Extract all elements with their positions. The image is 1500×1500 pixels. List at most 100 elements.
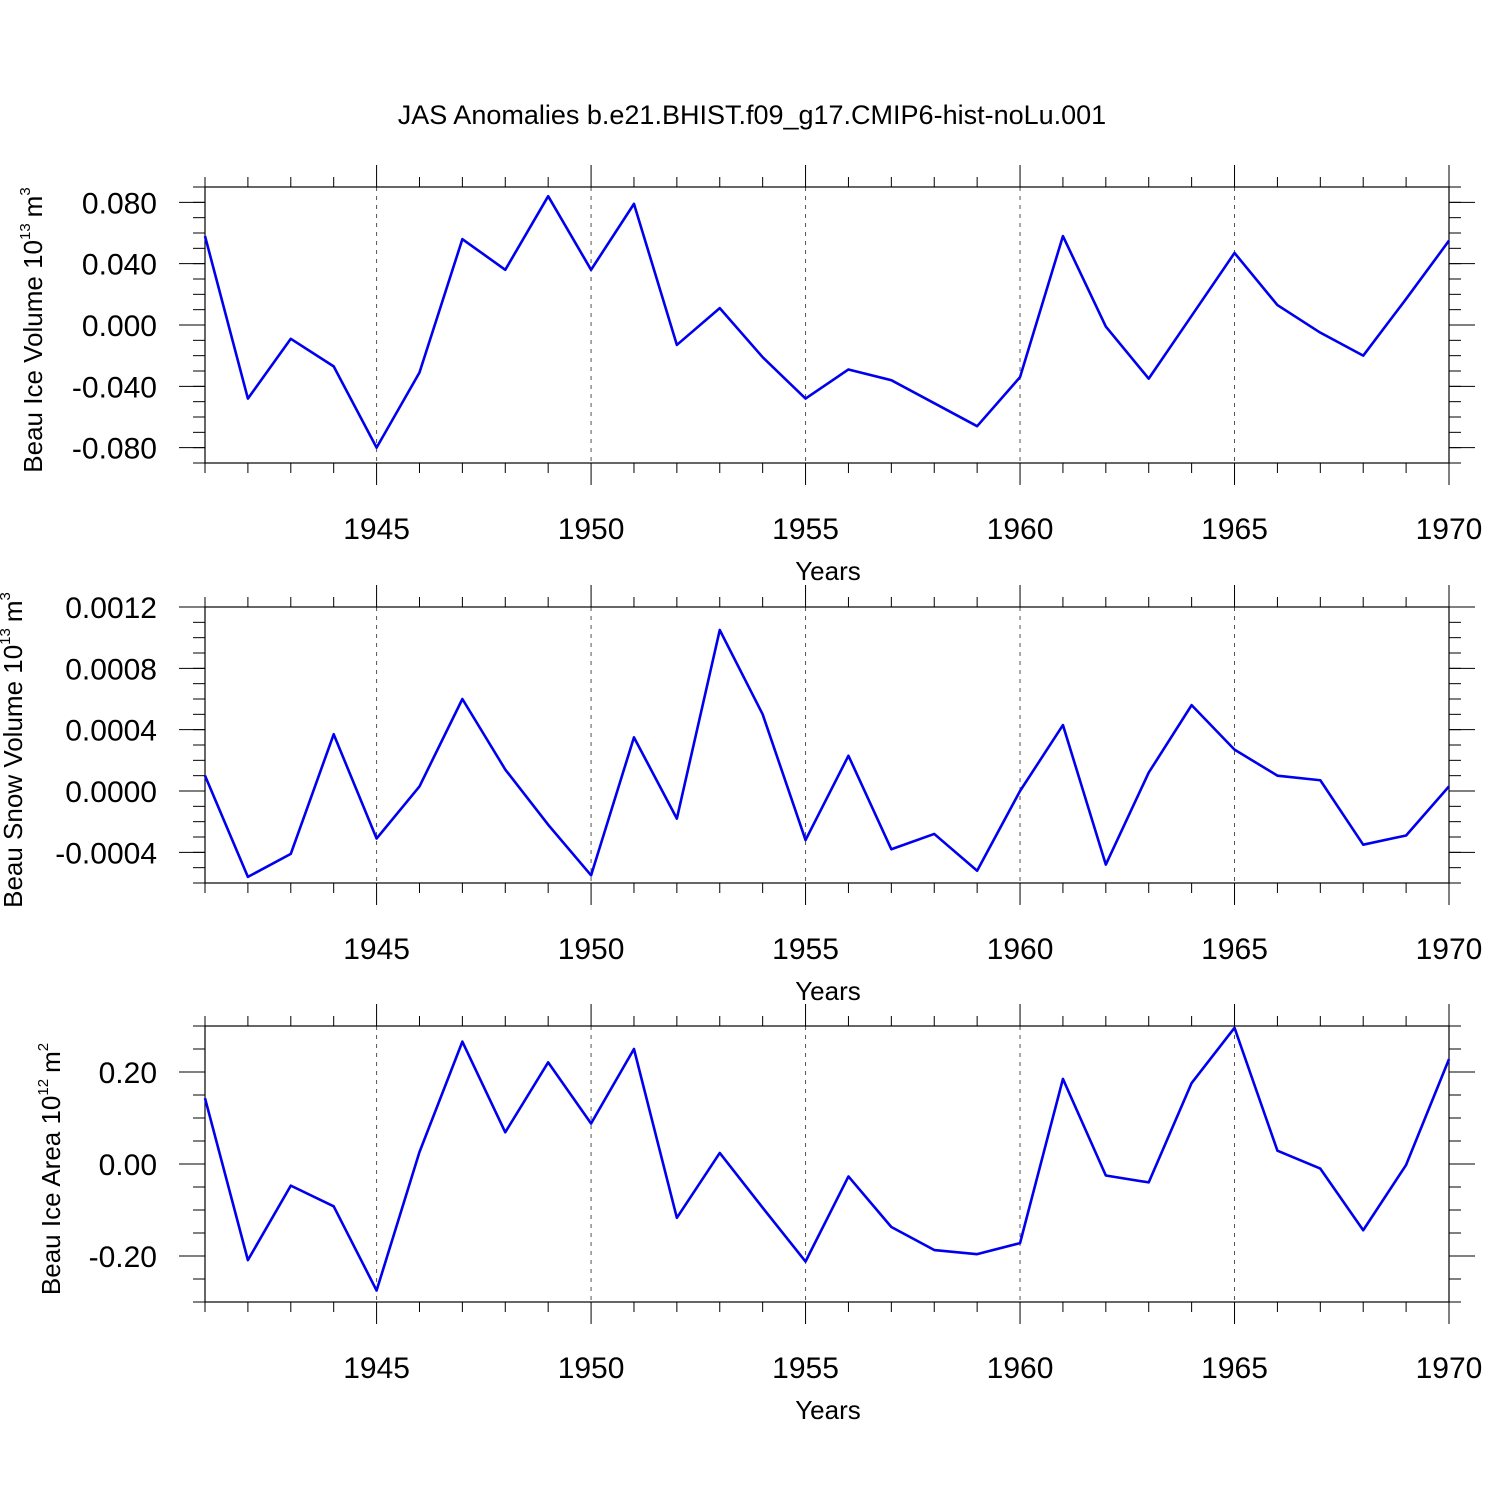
x-tick-label: 1960 bbox=[987, 933, 1054, 966]
beau-ice-volume-point bbox=[1189, 313, 1195, 319]
beau-ice-area-point bbox=[1446, 1056, 1452, 1062]
x-tick-label: 1960 bbox=[987, 1352, 1054, 1385]
beau-snow-volume-point bbox=[803, 837, 809, 843]
beau-ice-area-point bbox=[1103, 1173, 1109, 1179]
beau-ice-volume-point bbox=[845, 366, 851, 372]
x-tick-label: 1970 bbox=[1416, 513, 1483, 546]
beau-ice-volume-point bbox=[1060, 233, 1066, 239]
x-tick-label: 1960 bbox=[987, 513, 1054, 546]
beau-snow-volume-point bbox=[331, 731, 337, 737]
plot-frame bbox=[204, 1025, 1450, 1303]
beau-snow-volume-point bbox=[717, 627, 723, 633]
y-tick-label: 0.0012 bbox=[65, 592, 157, 625]
y-axis-label: Beau Ice Area 1012 m2 bbox=[35, 1043, 66, 1295]
x-tick-label: 1955 bbox=[772, 1352, 839, 1385]
beau-snow-volume-point bbox=[1189, 702, 1195, 708]
beau-snow-volume-point bbox=[1274, 773, 1280, 779]
beau-ice-area-point bbox=[374, 1288, 380, 1294]
beau-snow-volume-point bbox=[1146, 770, 1152, 776]
y-tick-label: 0.0004 bbox=[65, 715, 157, 748]
y-axis-label-unit: m bbox=[0, 600, 28, 622]
y-axis-label-unit: m bbox=[18, 196, 48, 218]
x-tick-label: 1965 bbox=[1201, 513, 1268, 546]
x-tick-label: 1945 bbox=[343, 513, 410, 546]
y-axis-label-text: Beau Ice Area 10 bbox=[36, 1096, 66, 1295]
beau-ice-area-point bbox=[717, 1150, 723, 1156]
beau-ice-area-point bbox=[974, 1251, 980, 1257]
y-tick-label: -0.040 bbox=[72, 371, 157, 404]
x-tick-label: 1950 bbox=[558, 513, 625, 546]
panels: -0.080 -0.040 0.000 0.040 0.080 1945 1950 1955 1… bbox=[0, 165, 1482, 1425]
beau-ice-volume-point bbox=[1446, 238, 1452, 244]
y-tick-label: 0.00 bbox=[99, 1149, 157, 1182]
beau-ice-area-point bbox=[1060, 1076, 1066, 1082]
beau-ice-volume-point bbox=[803, 396, 809, 402]
beau-ice-area-point bbox=[245, 1257, 251, 1263]
beau-ice-volume-point bbox=[931, 400, 937, 406]
beau-ice-area-point bbox=[1274, 1148, 1280, 1154]
y-tick-label: 0.040 bbox=[82, 249, 157, 282]
beau-snow-volume-point bbox=[545, 822, 551, 828]
beau-ice-volume-point bbox=[974, 423, 980, 429]
beau-ice-volume-point bbox=[631, 201, 637, 207]
x-tick-label: 1945 bbox=[343, 933, 410, 966]
beau-ice-area-point bbox=[459, 1039, 465, 1045]
beau-ice-volume-point bbox=[459, 236, 465, 242]
beau-snow-volume-point bbox=[974, 868, 980, 874]
beau-ice-volume-point bbox=[331, 363, 337, 369]
beau-ice-area-point bbox=[803, 1259, 809, 1265]
y-tick-label: 0.20 bbox=[99, 1057, 157, 1090]
beau-ice-volume-point bbox=[1232, 250, 1238, 256]
beau-ice-area-point bbox=[416, 1149, 422, 1155]
beau-ice-volume-point bbox=[1017, 374, 1023, 380]
beau-ice-volume-series-line bbox=[203, 194, 1451, 449]
beau-ice-area-point bbox=[931, 1247, 937, 1253]
y-tick-label: 0.000 bbox=[82, 310, 157, 343]
beau-ice-area-point bbox=[888, 1224, 894, 1230]
y-axis-label-unit-exponent: 2 bbox=[35, 1043, 52, 1051]
beau-snow-volume-point bbox=[1232, 747, 1238, 753]
beau-ice-volume-point bbox=[674, 342, 680, 348]
beau-ice-area-point bbox=[1189, 1080, 1195, 1086]
y-tick-label: 0.080 bbox=[82, 187, 157, 220]
beau-snow-volume-point bbox=[245, 874, 251, 880]
beau-snow-volume-point bbox=[760, 711, 766, 717]
beau-ice-volume-point bbox=[717, 305, 723, 311]
x-tick-label: 1955 bbox=[772, 513, 839, 546]
y-axis-label-exponent: 13 bbox=[17, 223, 34, 240]
y-tick-label: 0.0000 bbox=[65, 776, 157, 809]
plot-frame bbox=[204, 606, 1450, 884]
beau-ice-volume-point bbox=[1274, 302, 1280, 308]
beau-ice-volume-point bbox=[416, 370, 422, 376]
x-tick-label: 1950 bbox=[558, 1352, 625, 1385]
beau-ice-area-point bbox=[331, 1203, 337, 1209]
beau-snow-volume-point bbox=[1317, 777, 1323, 783]
x-tick-label: 1955 bbox=[772, 933, 839, 966]
x-axis-label: Years bbox=[795, 556, 861, 586]
figure-title: JAS Anomalies b.e21.BHIST.f09_g17.CMIP6-… bbox=[398, 100, 1106, 130]
beau-ice-volume-point bbox=[202, 233, 208, 239]
beau-ice-volume-point bbox=[588, 267, 594, 273]
y-tick-label: -0.080 bbox=[72, 433, 157, 466]
beau-ice-area-point bbox=[1403, 1162, 1409, 1168]
beau-ice-area-series-line bbox=[203, 1026, 1451, 1292]
beau-snow-volume-point bbox=[1446, 783, 1452, 789]
y-axis-label-exponent: 12 bbox=[35, 1079, 52, 1096]
beau-ice-area-panel: -0.20 0.00 0.20 1945 1950 1955 1960 1965 1970 Yea… bbox=[35, 1004, 1482, 1425]
beau-ice-volume-point bbox=[245, 396, 251, 402]
beau-ice-area-point bbox=[545, 1059, 551, 1065]
beau-ice-area-point bbox=[1360, 1227, 1366, 1233]
beau-snow-volume-point bbox=[1360, 842, 1366, 848]
y-tick-label: 0.0008 bbox=[65, 653, 157, 686]
beau-snow-volume-point bbox=[416, 783, 422, 789]
beau-ice-volume-point bbox=[888, 377, 894, 383]
beau-ice-volume-point bbox=[760, 354, 766, 360]
y-axis-label-unit-exponent: 3 bbox=[17, 187, 34, 195]
beau-snow-volume-point bbox=[459, 696, 465, 702]
beau-ice-area-point bbox=[760, 1205, 766, 1211]
beau-ice-area-point bbox=[631, 1046, 637, 1052]
beau-ice-volume-point bbox=[1103, 324, 1109, 330]
beau-snow-volume-point bbox=[1403, 832, 1409, 838]
beau-snow-volume-point bbox=[931, 831, 937, 837]
y-tick-label: -0.20 bbox=[89, 1241, 157, 1274]
